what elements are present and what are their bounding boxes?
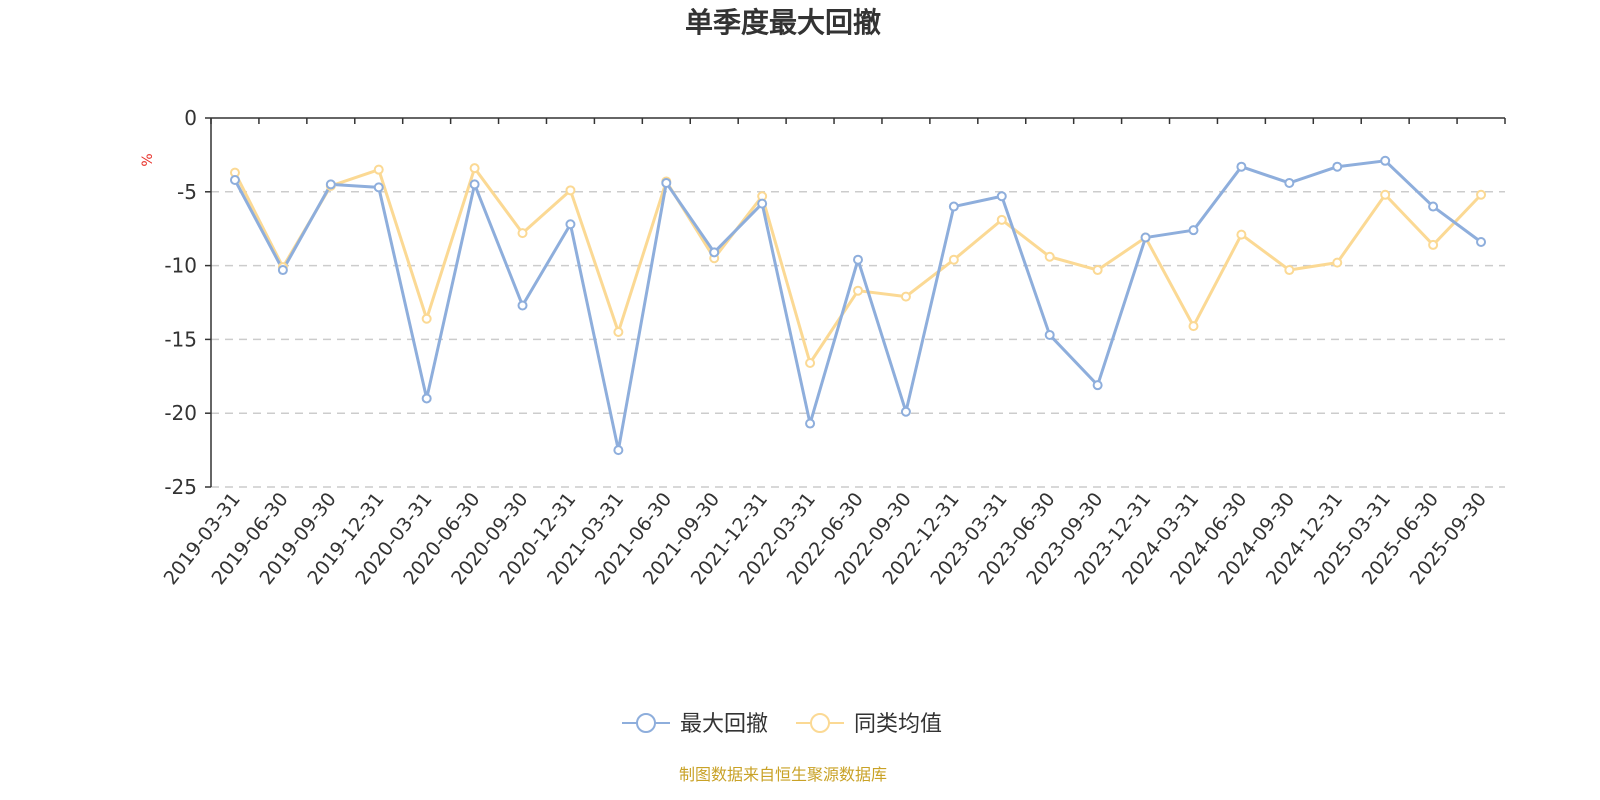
legend-label-1: 同类均值	[854, 712, 942, 737]
series-0-point	[517, 300, 528, 311]
series-1-point	[996, 214, 1007, 225]
grid-lines	[211, 191, 1505, 488]
series-0-point	[469, 179, 480, 190]
series-0-point	[853, 254, 863, 265]
series-0-point	[565, 219, 576, 230]
legend-label-0: 最大回撤	[680, 712, 768, 737]
series-1-point	[1284, 265, 1295, 276]
y-tick-label: -10	[164, 254, 197, 278]
series-1-point	[469, 163, 480, 174]
series-1-point	[948, 254, 959, 265]
series-0-point	[325, 179, 336, 190]
series-1-point	[1332, 257, 1343, 268]
series-0-point	[1284, 177, 1295, 188]
series-1-point	[1476, 189, 1487, 200]
series-1-point	[900, 291, 911, 302]
series-0-point	[613, 445, 624, 456]
y-axis-unit: %	[140, 153, 156, 166]
series-1-point	[565, 185, 576, 196]
legend-item-0[interactable]: 最大回撤	[622, 712, 768, 737]
series-1-point	[1092, 265, 1103, 276]
series-1-point	[373, 164, 384, 175]
series-0-point	[1476, 236, 1487, 247]
y-tick-label: -5	[177, 180, 197, 204]
series-0-point	[1428, 201, 1439, 212]
series-0-point	[709, 247, 720, 258]
series-0-point	[805, 418, 816, 429]
legend: 最大回撤 同类均值	[622, 712, 942, 737]
x-axis: 2019-03-312019-06-302019-09-302019-12-31…	[160, 117, 1506, 589]
y-axis: 0 -5 -10 -15 -20 -25	[164, 106, 212, 499]
series-layer	[229, 155, 1487, 456]
series-0-point	[757, 198, 768, 209]
series-1-point	[1428, 239, 1439, 250]
series-1-point	[613, 327, 624, 338]
series-0-point	[373, 182, 384, 193]
series-0-point	[1236, 161, 1247, 172]
series-1-point	[1380, 189, 1391, 200]
series-1-point	[517, 228, 528, 239]
legend-swatch-marker-0	[636, 713, 656, 733]
y-tick-label: -15	[164, 327, 197, 351]
y-tick-label: -20	[164, 401, 197, 425]
series-1-point	[1236, 229, 1247, 240]
series-0-point	[229, 174, 240, 185]
data-source-note: 制图数据来自恒生聚源数据库	[679, 765, 887, 784]
series-0-point	[661, 177, 672, 188]
series-1-point	[1044, 251, 1055, 262]
series-0-point	[421, 393, 432, 404]
series-0-point	[900, 406, 911, 417]
series-0-point	[1044, 329, 1055, 340]
y-tick-label: -25	[164, 475, 197, 499]
series-0-point	[277, 265, 288, 276]
series-1-point	[805, 358, 816, 369]
series-0-point	[1332, 161, 1343, 172]
series-0-point	[1092, 380, 1103, 391]
series-0-point	[1188, 225, 1199, 236]
legend-item-1[interactable]: 同类均值	[796, 712, 942, 737]
series-1-point	[1188, 321, 1199, 332]
y-tick-label: 0	[184, 106, 197, 130]
series-1-point	[421, 313, 432, 324]
series-0-point	[1380, 155, 1391, 166]
series-0-point	[1140, 232, 1151, 243]
chart-title: 单季度最大回撤	[685, 6, 881, 39]
legend-swatch-marker-1	[810, 713, 830, 733]
series-1-point	[853, 285, 863, 296]
series-0-point	[996, 191, 1007, 202]
series-0-point	[948, 201, 959, 212]
